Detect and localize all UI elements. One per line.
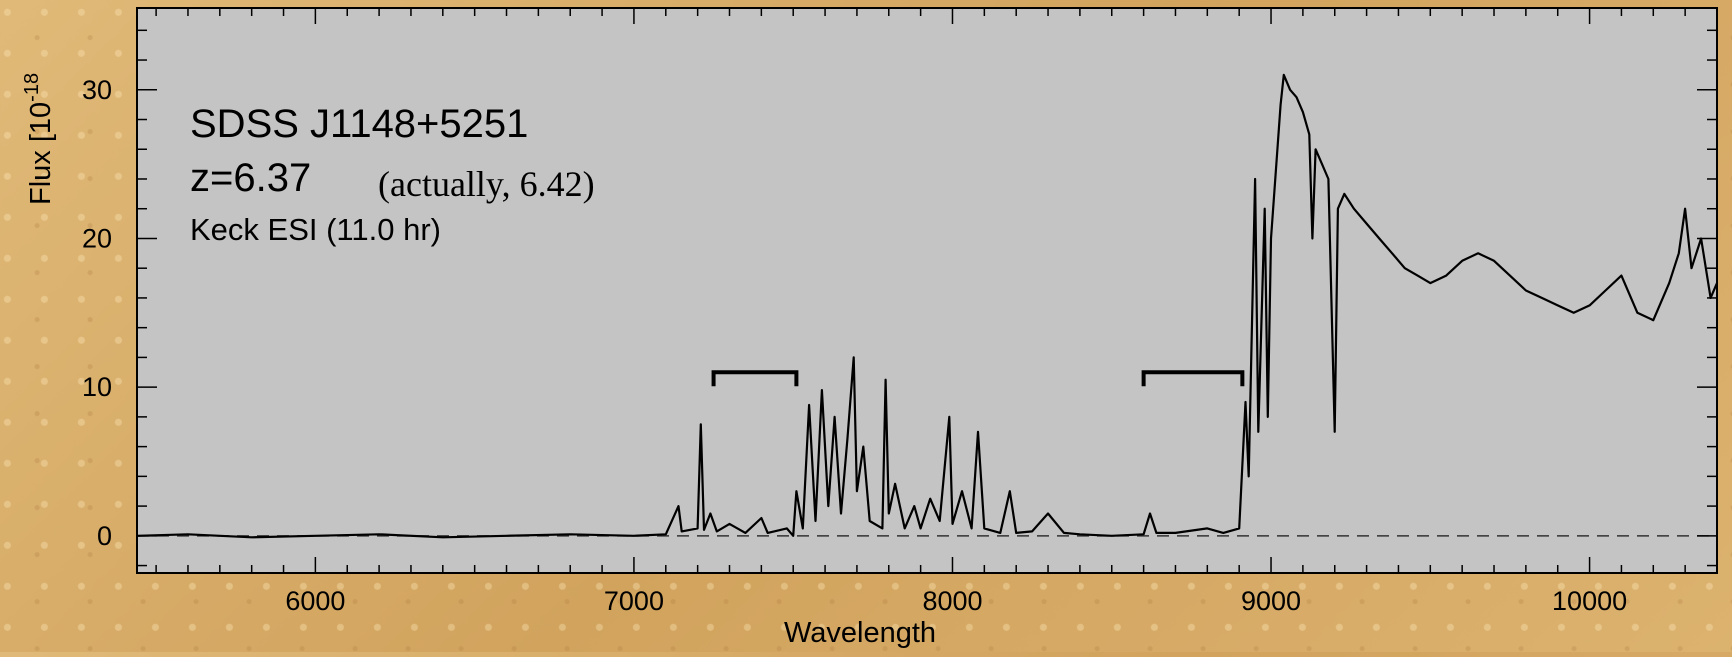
x-tick-label: 7000 (604, 586, 664, 616)
x-tick-label: 8000 (922, 586, 982, 616)
y-tick-label: 0 (97, 521, 112, 551)
y-axis-label-group: Flux [10-18 (21, 73, 57, 205)
gap-bracket (1141, 370, 1245, 387)
y-axis-label-exponent: -18 (21, 73, 43, 102)
y-axis-label: Flux [10-18 (21, 73, 57, 205)
y-tick-label: 30 (82, 75, 112, 105)
brackets (711, 370, 1245, 387)
y-tick-label: 10 (82, 372, 112, 402)
x-tick-label: 10000 (1552, 586, 1627, 616)
plot-area (137, 8, 1717, 573)
plot-frame (136, 7, 1718, 574)
annotation-object: SDSS J1148+5251 (190, 102, 528, 146)
annotation-instrument: Keck ESI (11.0 hr) (190, 212, 441, 247)
x-axis-label: Wavelength (784, 617, 936, 649)
y-tick-label: 20 (82, 223, 112, 253)
gap-bracket (711, 370, 799, 387)
tick-labels: 6000 7000 8000 9000 10000 0 10 20 30 (82, 75, 1627, 616)
annotation-redshift: z=6.37 (190, 156, 311, 200)
x-tick-label: 6000 (285, 586, 345, 616)
x-tick-label: 9000 (1241, 586, 1301, 616)
y-axis-label-main: Flux [10 (25, 102, 57, 205)
annotation-note: (actually, 6.42) (378, 164, 595, 204)
spectrum-line (136, 73, 1719, 539)
